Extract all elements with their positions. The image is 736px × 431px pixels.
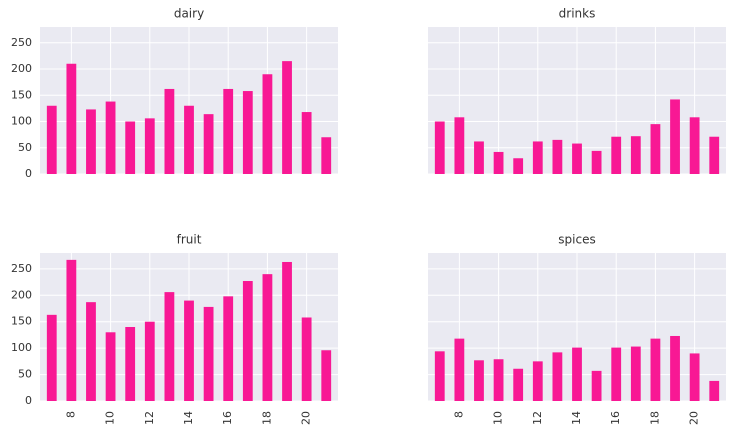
bar (223, 88, 234, 174)
bar (66, 259, 77, 401)
bar (670, 99, 680, 174)
bar (572, 143, 582, 174)
bar (282, 61, 292, 174)
y-tick-label: 50 (18, 368, 32, 381)
bar (184, 105, 194, 174)
bar (321, 137, 332, 174)
bar (262, 274, 273, 401)
bar (532, 361, 543, 401)
bar (513, 368, 524, 401)
bar (242, 91, 253, 174)
bar (301, 317, 312, 401)
bar (203, 306, 214, 401)
bar (689, 353, 700, 401)
x-tick-label: 12 (143, 411, 156, 425)
y-tick-label: 150 (11, 315, 32, 328)
x-tick-label: 12 (531, 411, 544, 425)
bar (493, 359, 504, 401)
bar (552, 352, 563, 401)
y-tick-label: 150 (11, 88, 32, 101)
bar (474, 360, 484, 401)
bar (591, 150, 602, 174)
bar (552, 139, 563, 174)
bar (262, 74, 273, 174)
x-tick-label: 16 (609, 411, 622, 425)
x-tick-label: 16 (221, 411, 234, 425)
bar (591, 370, 602, 401)
y-tick-label: 50 (18, 141, 32, 154)
bar (474, 141, 484, 174)
bar (650, 338, 661, 401)
bar (105, 101, 116, 174)
bar (572, 347, 582, 401)
bar (630, 136, 641, 174)
bar (709, 380, 720, 401)
bar (513, 158, 524, 174)
panel-title: drinks (559, 7, 596, 21)
bar (709, 136, 720, 174)
x-tick-label: 20 (300, 411, 313, 425)
y-tick-label: 100 (11, 341, 32, 354)
bar (434, 351, 445, 401)
x-tick-label: 18 (648, 411, 661, 425)
x-tick-label: 10 (492, 411, 505, 425)
bar (125, 121, 136, 174)
y-tick-label: 100 (11, 115, 32, 128)
bar (650, 124, 661, 174)
x-tick-label: 18 (260, 411, 273, 425)
bar (532, 141, 543, 174)
bar (321, 350, 332, 401)
bar (689, 117, 700, 174)
x-tick-label: 20 (688, 411, 701, 425)
bar (454, 117, 465, 174)
x-tick-label: 14 (570, 411, 583, 425)
bar (46, 314, 57, 401)
bar (630, 346, 641, 401)
bar (223, 296, 234, 401)
bar (86, 109, 96, 174)
x-tick-label: 8 (452, 411, 465, 418)
y-tick-label: 250 (11, 36, 32, 49)
bar (670, 335, 680, 401)
panel-title: spices (558, 233, 595, 247)
bar (164, 88, 175, 174)
panel-title: fruit (177, 233, 202, 247)
y-tick-label: 0 (25, 394, 32, 407)
bar (203, 114, 214, 174)
bar (282, 261, 292, 401)
bar (184, 300, 194, 401)
y-tick-label: 200 (11, 288, 32, 301)
bar (125, 327, 136, 401)
bar (611, 136, 622, 174)
bar (144, 118, 155, 174)
bar (493, 151, 504, 174)
bar (66, 63, 77, 174)
bar (46, 105, 57, 174)
bar (242, 281, 253, 401)
bar (611, 347, 622, 401)
y-tick-label: 0 (25, 167, 32, 180)
bar (434, 121, 445, 174)
x-tick-label: 8 (64, 411, 77, 418)
y-tick-label: 250 (11, 262, 32, 275)
bar (105, 332, 116, 401)
x-tick-label: 10 (104, 411, 117, 425)
y-tick-label: 200 (11, 62, 32, 75)
bar (86, 302, 96, 401)
bar (301, 112, 312, 174)
bar (454, 338, 465, 401)
bar (144, 321, 155, 401)
bar (164, 292, 175, 401)
panel-title: dairy (174, 7, 204, 21)
x-tick-label: 14 (182, 411, 195, 425)
